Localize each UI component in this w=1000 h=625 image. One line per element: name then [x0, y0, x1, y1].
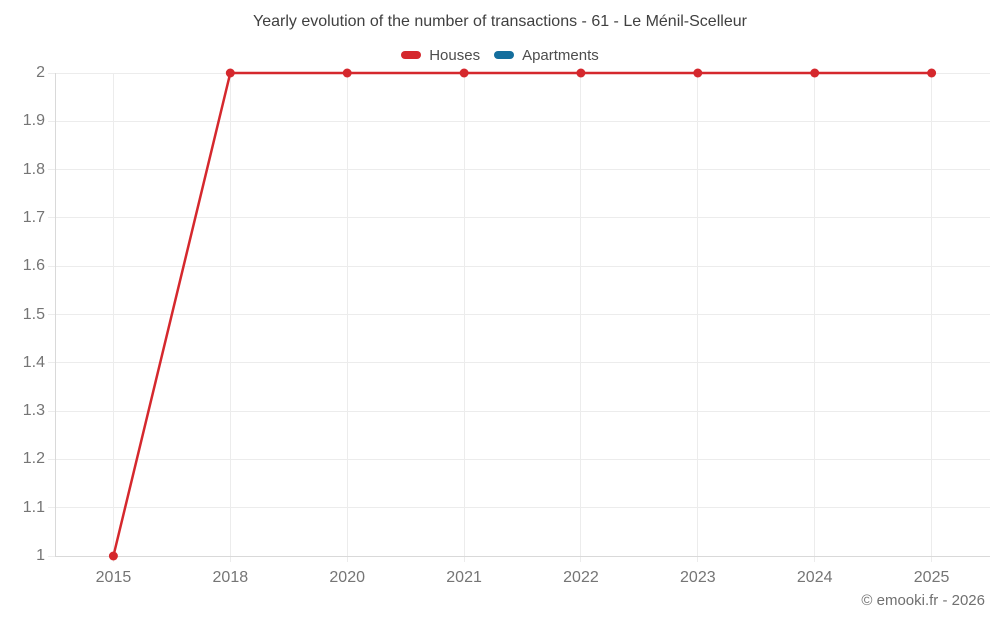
y-gridline	[55, 410, 990, 412]
x-gridline	[580, 73, 582, 556]
x-tick-mark	[463, 556, 465, 562]
y-tick-label: 1.3	[22, 402, 45, 420]
data-point-houses[interactable]	[927, 68, 937, 78]
data-point-houses[interactable]	[225, 68, 235, 78]
chart-title: Yearly evolution of the number of transa…	[253, 13, 747, 30]
y-tick-mark	[48, 507, 55, 509]
y-tick-label: 1.7	[22, 208, 45, 226]
y-tick-mark	[48, 314, 55, 315]
data-point-houses[interactable]	[693, 68, 703, 78]
copyright: © emooki.fr - 2026	[861, 592, 985, 609]
x-tick-mark	[229, 556, 231, 562]
legend-item-apartments[interactable]: Apartments	[494, 47, 599, 64]
legend: Houses Apartments	[0, 45, 1000, 65]
x-tick-label: 2024	[796, 569, 833, 586]
y-tick-label: 1.2	[22, 450, 45, 468]
y-tick-label: 1.8	[22, 160, 45, 178]
x-tick-label: 2023	[680, 569, 716, 586]
y-tick-mark	[48, 555, 55, 557]
x-axis-line	[55, 555, 990, 557]
y-tick-label: 1.1	[22, 498, 45, 516]
x-gridline	[346, 73, 348, 556]
y-tick-mark	[48, 362, 55, 364]
x-tick-label: 2015	[95, 569, 132, 586]
y-tick-mark	[48, 410, 55, 412]
x-gridline	[697, 73, 699, 556]
y-gridline	[55, 265, 990, 267]
y-tick-label: 1.4	[22, 353, 45, 371]
y-tick-mark	[48, 169, 55, 171]
data-point-houses[interactable]	[576, 68, 586, 78]
x-tick-mark	[580, 556, 582, 562]
y-gridline	[55, 217, 990, 219]
data-point-houses[interactable]	[108, 551, 118, 561]
apartments-series-label: Apartments	[522, 46, 599, 64]
x-tick-mark	[697, 556, 699, 562]
y-gridline	[55, 314, 990, 315]
data-point-houses[interactable]	[342, 68, 352, 78]
y-tick-mark	[48, 458, 55, 460]
houses-series-swatch	[401, 51, 422, 59]
y-gridline	[55, 458, 990, 460]
y-tick-label: 1	[36, 547, 45, 564]
y-tick-label: 2	[36, 64, 45, 81]
x-tick-mark	[346, 556, 348, 562]
y-tick-mark	[48, 72, 55, 74]
y-gridline	[55, 120, 990, 122]
x-tick-label: 2025	[913, 569, 950, 586]
series-line-houses	[112, 71, 932, 557]
x-tick-label: 2021	[446, 569, 482, 586]
x-tick-label: 2022	[563, 569, 599, 586]
data-point-houses[interactable]	[459, 68, 469, 78]
y-tick-mark	[48, 265, 55, 267]
y-tick-mark	[48, 120, 55, 122]
x-tick-label: 2020	[329, 569, 365, 586]
x-tick-label: 2018	[212, 569, 249, 586]
apartments-series-swatch	[494, 51, 515, 59]
y-tick-label: 1.5	[22, 305, 45, 323]
x-gridline	[931, 73, 933, 556]
y-axis-line	[54, 73, 56, 556]
y-tick-label: 1.9	[22, 112, 45, 130]
data-point-houses[interactable]	[810, 68, 820, 78]
x-gridline	[463, 73, 465, 556]
y-gridline	[55, 169, 990, 171]
y-gridline	[55, 362, 990, 364]
y-gridline	[55, 507, 990, 509]
x-gridline	[814, 73, 816, 556]
legend-item-houses[interactable]: Houses	[401, 47, 480, 64]
x-tick-mark	[931, 556, 933, 562]
y-tick-label: 1.6	[22, 257, 45, 275]
houses-series-label: Houses	[429, 46, 481, 64]
y-tick-mark	[48, 217, 55, 219]
x-gridline	[112, 73, 114, 556]
x-gridline	[229, 73, 231, 556]
x-tick-mark	[814, 556, 816, 562]
